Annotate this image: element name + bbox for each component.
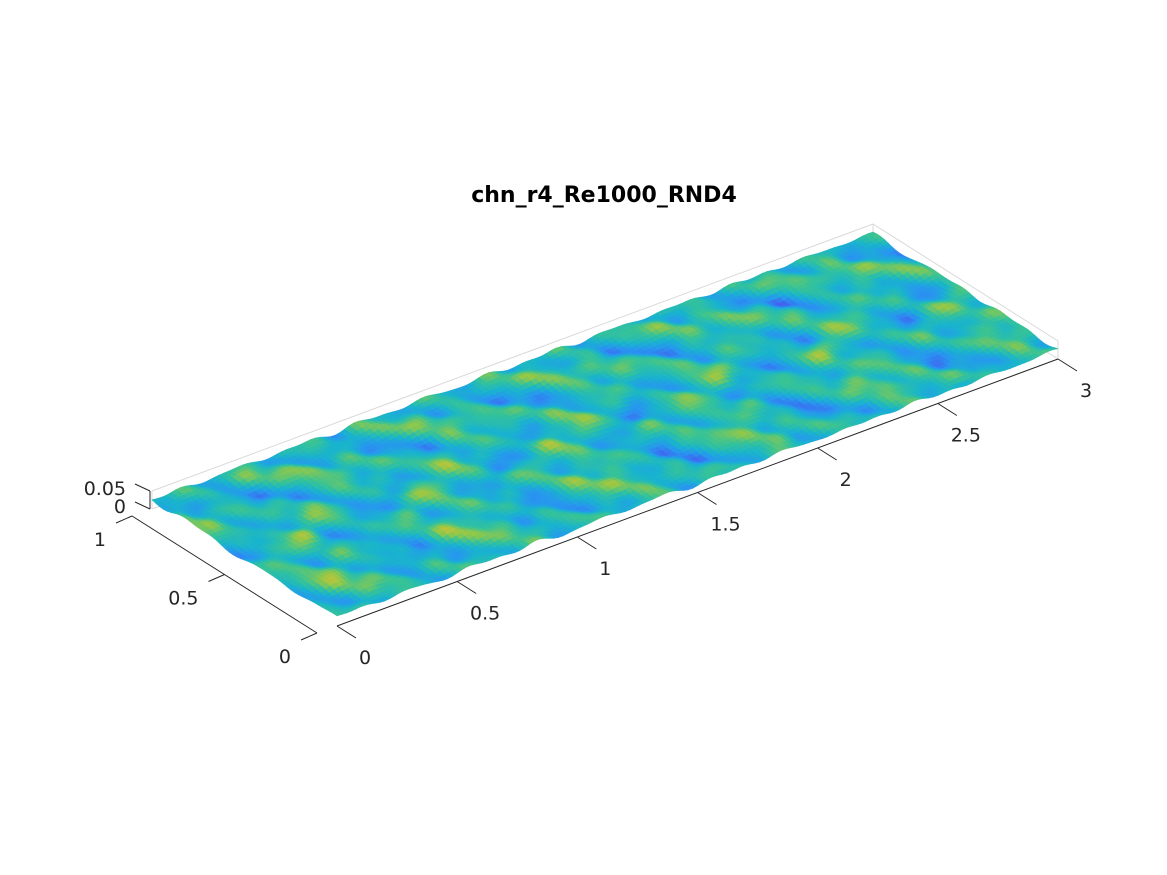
- box-edge: [872, 223, 1059, 342]
- rough-surface: [151, 231, 1059, 617]
- chart-title: chn_r4_Re1000_RND4: [471, 183, 737, 208]
- box-edge: [151, 223, 874, 492]
